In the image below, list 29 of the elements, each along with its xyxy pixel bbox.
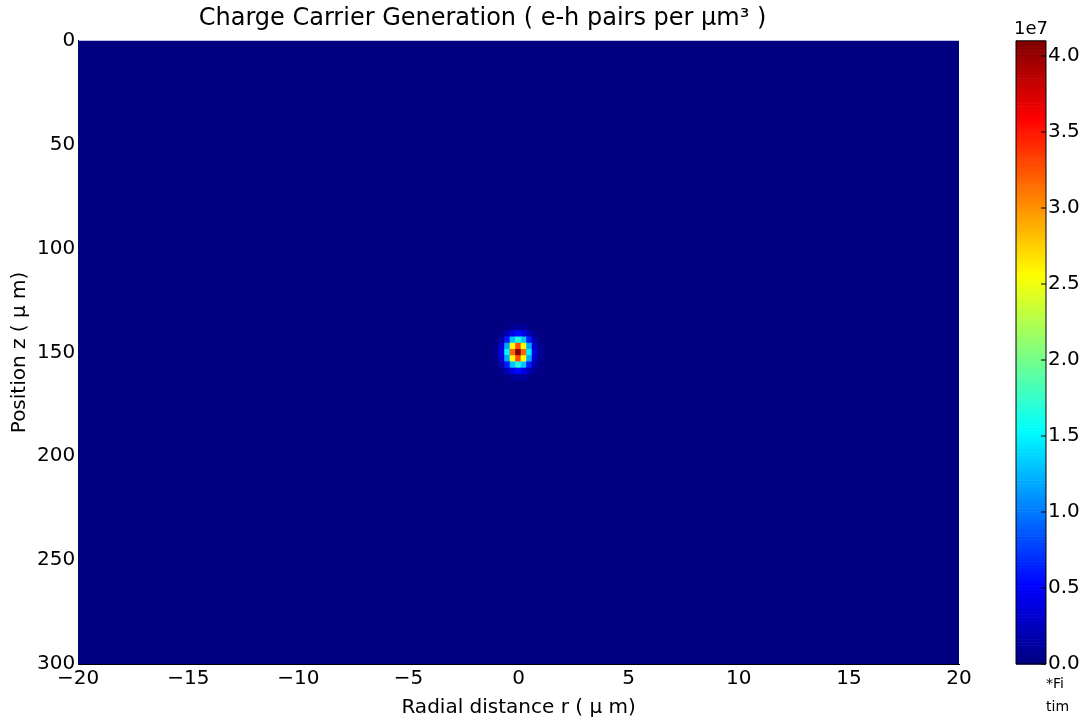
y-tick-label: 250 bbox=[36, 546, 76, 571]
color-bar-label: 1.5 bbox=[1048, 422, 1080, 447]
x-tick-label: −5 bbox=[393, 665, 424, 690]
y-tick-label: 200 bbox=[36, 442, 76, 467]
y-tick-label: 0 bbox=[62, 27, 76, 51]
color-bar-label: 2.0 bbox=[1048, 346, 1080, 371]
text: tim bbox=[1046, 697, 1070, 714]
y-tick-label: 150 bbox=[36, 338, 76, 363]
color-bar-label: 3.5 bbox=[1048, 118, 1080, 143]
x-tick-label: 20 bbox=[946, 665, 972, 690]
text: 1e7 bbox=[1014, 17, 1048, 39]
x-tick-label: 10 bbox=[726, 665, 752, 690]
color-bar-label: 3.0 bbox=[1048, 194, 1080, 219]
x-tick-label: 5 bbox=[622, 665, 636, 690]
chart-title: Charge Carrier Generation ( e-h pairs per μm³ ) bbox=[198, 2, 767, 31]
color-bar-label: 1.0 bbox=[1048, 498, 1080, 523]
y-tick-label: 100 bbox=[36, 234, 76, 259]
x-tick-label: −15 bbox=[167, 665, 210, 690]
x-axis-title: Radial distance r ( μ m) bbox=[401, 694, 636, 719]
color-bar-label: 2.5 bbox=[1048, 270, 1080, 295]
x-tick-label: −10 bbox=[277, 665, 320, 690]
color-bar-label: 0.5 bbox=[1048, 574, 1080, 599]
color-bar-label: 4.0 bbox=[1048, 42, 1080, 67]
color-bar-label: 0.0 bbox=[1048, 650, 1080, 675]
y-axis-title: Position z ( μ m) bbox=[6, 271, 31, 434]
x-tick-label: 0 bbox=[512, 665, 525, 690]
y-tick-label: 50 bbox=[49, 130, 76, 155]
x-tick-label: 15 bbox=[836, 665, 862, 690]
text: *Fi bbox=[1046, 674, 1064, 691]
